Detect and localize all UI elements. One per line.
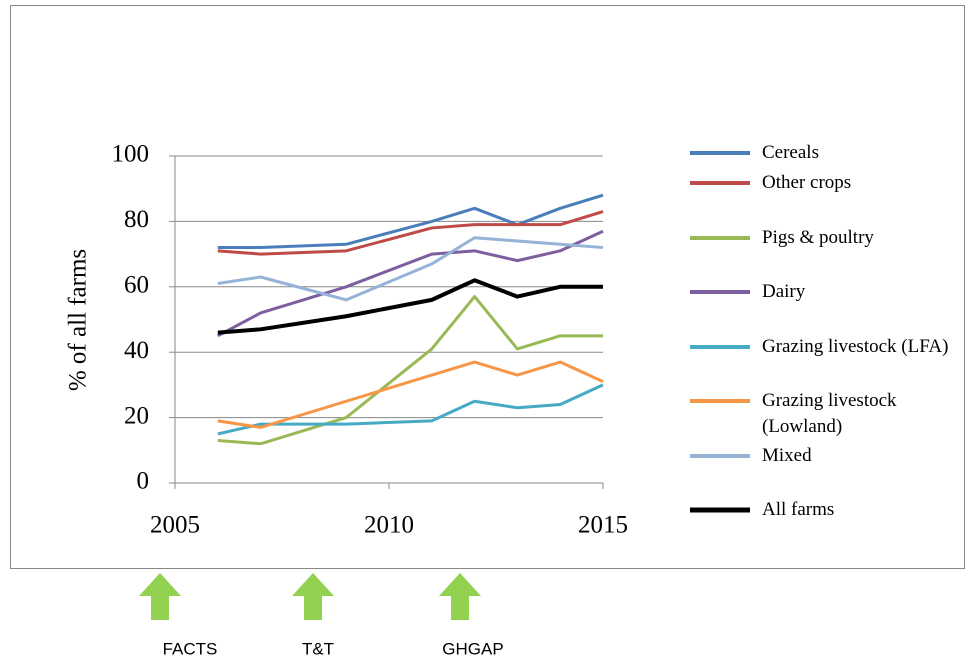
chart-border	[10, 5, 965, 569]
legend-label: Cereals	[762, 142, 819, 163]
legend-label: All farms	[762, 499, 835, 520]
y-tick-label: 80	[124, 206, 149, 233]
series-line	[217, 278, 603, 335]
arrow	[292, 573, 334, 620]
series-line	[217, 383, 604, 436]
series-line	[217, 295, 603, 446]
y-tick-label: 0	[137, 468, 150, 495]
arrow	[139, 573, 181, 620]
arrows	[139, 573, 481, 620]
x-tick-label: 2015	[578, 512, 628, 539]
legend-label: Pigs & poultry	[762, 227, 874, 248]
series-line	[217, 210, 604, 256]
legend-label: Other crops	[762, 172, 852, 193]
y-tick-label: 40	[124, 337, 149, 364]
y-tick-label: 100	[112, 141, 150, 168]
legend-label: Grazing livestock (Lowland)	[762, 390, 897, 437]
x-tick-label: 2005	[150, 512, 200, 539]
annotation: GHGAP	[442, 639, 503, 658]
series-line	[217, 193, 604, 250]
annotation: FACTS	[163, 639, 218, 658]
annotation: T&T	[302, 639, 334, 658]
y-tick-label: 60	[124, 272, 149, 299]
arrow	[439, 573, 481, 620]
series-line	[217, 360, 604, 429]
legend-label: Grazing livestock (LFA)	[762, 336, 949, 357]
legend-label: Dairy	[762, 281, 806, 302]
x-tick-label: 2010	[364, 512, 414, 539]
y-axis-label: % of all farms	[65, 249, 92, 391]
series-line	[217, 236, 604, 302]
y-tick-label: 20	[124, 402, 149, 429]
legend-label: Mixed	[762, 445, 812, 466]
